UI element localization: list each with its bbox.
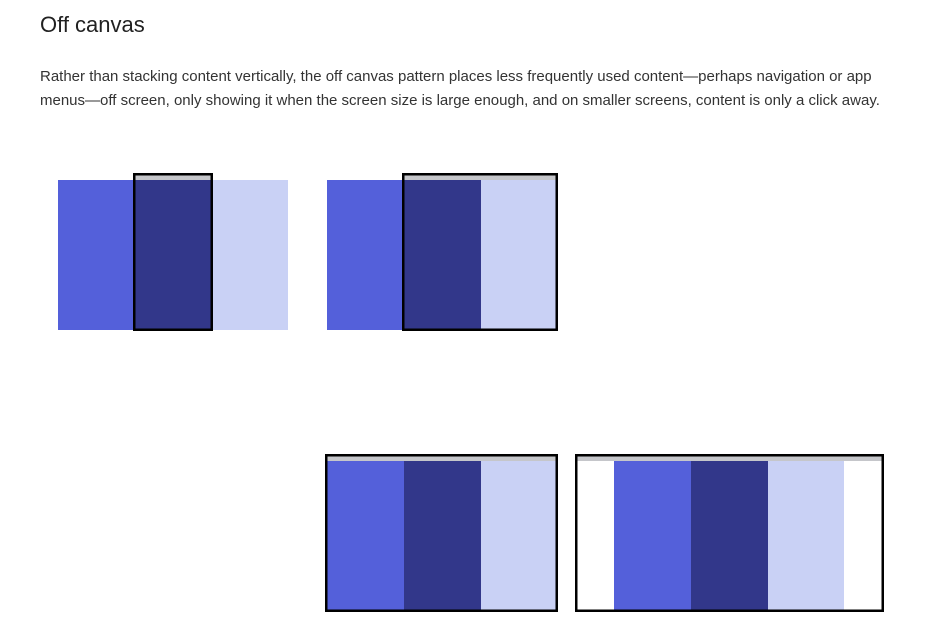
content-left-panel bbox=[614, 461, 691, 610]
content-right-panel bbox=[481, 461, 557, 610]
content-right-panel bbox=[481, 180, 557, 330]
offcanvas-right-panel bbox=[212, 180, 288, 330]
content-center-panel bbox=[691, 461, 768, 610]
extra-large-screen-diagram bbox=[575, 454, 884, 612]
device-topbar bbox=[404, 175, 557, 180]
content-left-panel bbox=[327, 461, 404, 610]
section-description: Rather than stacking content vertically,… bbox=[40, 68, 880, 109]
medium-screen-diagram bbox=[327, 173, 558, 331]
page-title: Off canvas bbox=[40, 12, 145, 37]
device-frame bbox=[575, 454, 884, 612]
offcanvas-left-panel bbox=[58, 180, 135, 330]
large-screen-diagram bbox=[325, 454, 558, 612]
device-topbar bbox=[577, 456, 883, 461]
device-topbar bbox=[135, 175, 212, 180]
content-center-panel bbox=[404, 180, 481, 330]
small-screen-diagram bbox=[58, 173, 288, 331]
device-frame bbox=[402, 173, 558, 331]
offcanvas-left-panel bbox=[327, 180, 404, 330]
content-center-panel bbox=[404, 461, 481, 610]
content-right-panel bbox=[768, 461, 844, 610]
device-frame bbox=[325, 454, 558, 612]
content-center-panel bbox=[135, 180, 212, 330]
device-frame bbox=[133, 173, 213, 331]
device-topbar bbox=[327, 456, 557, 461]
